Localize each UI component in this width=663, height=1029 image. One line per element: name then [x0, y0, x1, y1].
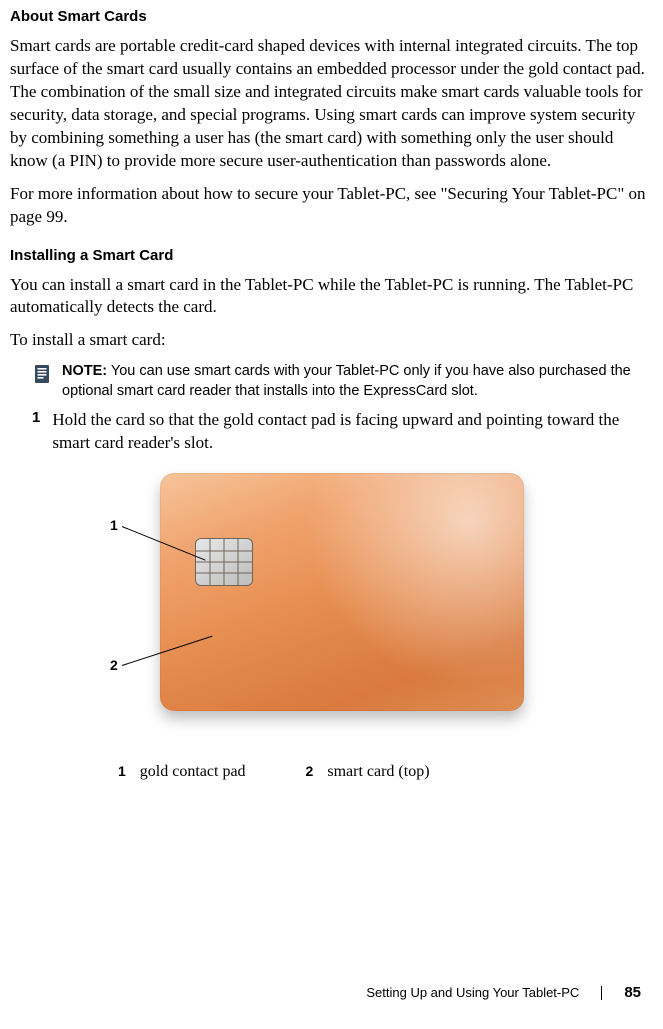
legend-item-2: 2 smart card (top): [306, 763, 430, 781]
note-block: NOTE: You can use smart cards with your …: [32, 362, 653, 401]
page-footer: Setting Up and Using Your Tablet-PC 85: [366, 984, 641, 1001]
footer-separator: [601, 986, 602, 1000]
legend-2-num: 2: [306, 763, 314, 779]
step-1-number: 1: [32, 409, 40, 455]
para-install-2: To install a smart card:: [10, 329, 653, 352]
callout-1: 1: [110, 517, 118, 533]
heading-about-smart-cards: About Smart Cards: [10, 8, 653, 25]
para-install-1: You can install a smart card in the Tabl…: [10, 274, 653, 320]
note-icon: [32, 364, 52, 384]
step-1: 1 Hold the card so that the gold contact…: [32, 409, 653, 455]
legend-2-text: smart card (top): [327, 763, 429, 781]
footer-title: Setting Up and Using Your Tablet-PC: [366, 985, 579, 1000]
step-1-text: Hold the card so that the gold contact p…: [52, 409, 653, 455]
legend-1-text: gold contact pad: [140, 763, 246, 781]
gold-contact-pad: [195, 538, 253, 586]
page-number: 85: [624, 984, 641, 1001]
para-about-2: For more information about how to secure…: [10, 183, 653, 229]
heading-installing: Installing a Smart Card: [10, 247, 653, 264]
note-text: NOTE: You can use smart cards with your …: [62, 362, 653, 401]
callout-2: 2: [110, 657, 118, 673]
note-body: You can use smart cards with your Tablet…: [62, 363, 631, 399]
figure-legend: 1 gold contact pad 2 smart card (top): [118, 763, 430, 781]
smart-card-figure: 1 2 1 gold contact pad 2 smart card (top…: [10, 473, 653, 783]
legend-item-1: 1 gold contact pad: [118, 763, 246, 781]
smart-card-illustration: [160, 473, 524, 711]
legend-1-num: 1: [118, 763, 126, 779]
para-about-1: Smart cards are portable credit-card sha…: [10, 35, 653, 173]
note-label: NOTE:: [62, 363, 107, 379]
